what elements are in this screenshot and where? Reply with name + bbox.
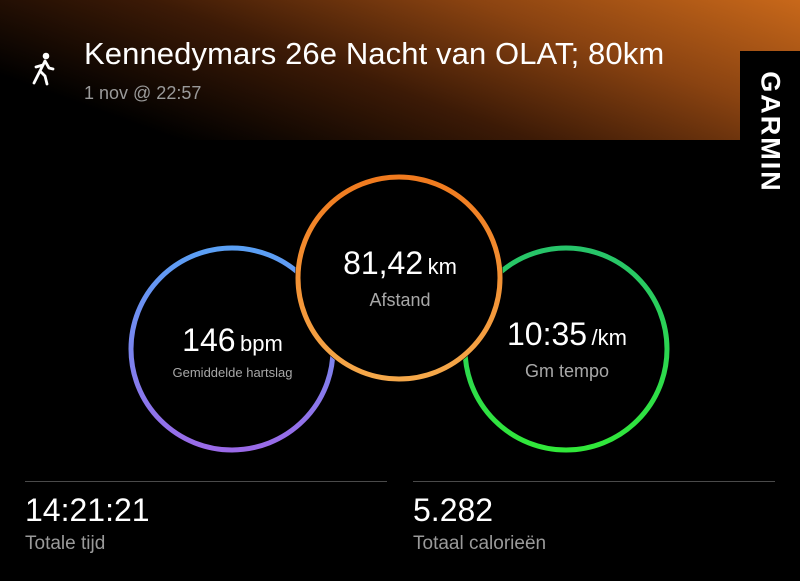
total-time-label: Totale tijd — [25, 533, 106, 554]
calories-label: Totaal calorieën — [413, 533, 547, 554]
distance-label: Afstand — [369, 290, 431, 310]
garmin-logo: GARMIN — [740, 51, 800, 213]
heart-rate-unit: bpm — [240, 331, 283, 356]
pace-value: 10:35 — [507, 316, 588, 352]
activity-header: Kennedymars 26e Nacht van OLAT; 80km 1 n… — [0, 0, 800, 140]
pace-label: Gm tempo — [524, 361, 610, 381]
heart-rate-metric: 146 bpm Gemiddelde hartslag — [130, 322, 335, 380]
distance-value: 81,42 — [343, 245, 424, 281]
total-time-value: 14:21:21 — [25, 492, 150, 528]
pace-metric: 10:35 /km Gm tempo — [463, 316, 671, 382]
activity-date: 1 nov @ 22:57 — [84, 83, 202, 103]
distance-ring-mask — [295, 174, 503, 382]
heart-rate-label: Gemiddelde hartslag — [172, 365, 293, 380]
walking-person-icon — [32, 52, 55, 86]
calories-value: 5.282 — [413, 492, 494, 528]
distance-unit: km — [427, 254, 457, 279]
distance-ring — [295, 174, 503, 382]
distance-metric: 81,42 km Afstand — [296, 245, 504, 311]
activity-title: Kennedymars 26e Nacht van OLAT; 80km — [84, 36, 665, 71]
total-time-divider — [25, 481, 387, 482]
heart-rate-value: 146 — [182, 322, 236, 358]
calories-divider — [413, 481, 775, 482]
pace-unit: /km — [591, 325, 627, 350]
